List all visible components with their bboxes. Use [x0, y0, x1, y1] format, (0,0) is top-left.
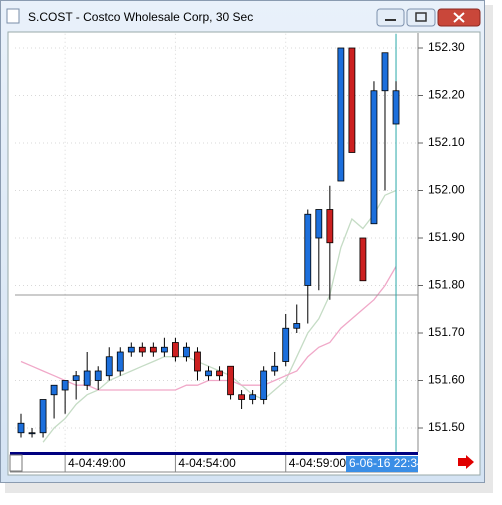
candle-body [138, 346, 146, 353]
y-tick-label: 151.80 [428, 278, 465, 292]
candle-body [205, 370, 212, 377]
candle-body [381, 52, 389, 92]
y-tick-label: 151.60 [428, 373, 465, 387]
plot: 151.50 151.60 151.70 151.80 151.90 152.00 152.… [15, 33, 465, 472]
candle-body [337, 47, 345, 182]
scroll-right-arrow[interactable] [458, 455, 474, 469]
y-tick-label: 152.00 [428, 183, 465, 197]
candle-body [72, 375, 80, 381]
candle-body [172, 342, 179, 358]
window-icon[interactable] [6, 8, 20, 24]
minimize-button[interactable] [376, 8, 405, 27]
candle-body [326, 209, 334, 244]
candle-body [315, 209, 323, 239]
candle-body [149, 346, 157, 353]
candle-body [392, 90, 400, 125]
x-tick-label: 4-04:59:00 [289, 456, 347, 470]
candle-body [160, 346, 168, 353]
candle-body [249, 394, 257, 400]
crosshair-label: 6-06-16 22:34:00 [349, 456, 441, 470]
y-tick-label: 151.50 [428, 420, 465, 434]
candle-body [348, 47, 356, 153]
scroll-box[interactable] [9, 454, 23, 472]
candle-body [116, 351, 124, 372]
chart-panel [7, 31, 481, 476]
candle-body [94, 370, 102, 381]
candle-body [293, 323, 301, 329]
candle-body [271, 365, 279, 372]
candle-body [359, 237, 367, 282]
y-tick-label: 152.30 [428, 40, 465, 54]
y-tick-label: 152.20 [428, 88, 465, 102]
candle-body [227, 365, 234, 396]
candle-body [83, 370, 91, 386]
candle-body [304, 213, 312, 286]
candle-body [183, 346, 190, 358]
crosshair-label-bg [346, 456, 418, 472]
candle-body [260, 370, 268, 400]
candle-body [194, 351, 201, 372]
candle-body [238, 394, 246, 400]
x-tick-label: 4-04:49:00 [68, 456, 126, 470]
x-tick-label: 4-04:54:00 [178, 456, 236, 470]
candle-body [17, 422, 25, 434]
maximize-button[interactable] [406, 8, 436, 27]
candle-body [127, 346, 135, 353]
candle-body [61, 380, 69, 391]
candle-body [282, 327, 290, 362]
candle-body [216, 370, 223, 377]
candle-body [370, 90, 378, 225]
candle-body [28, 432, 36, 435]
candle-body [39, 399, 47, 434]
y-tick-label: 151.90 [428, 230, 465, 244]
scrollbar[interactable] [10, 452, 418, 455]
candle-body [105, 356, 113, 377]
candle-body [50, 384, 58, 396]
y-tick-label: 151.70 [428, 325, 465, 339]
window-title: S.COST - Costco Wholesale Corp, 30 Sec [28, 10, 253, 24]
y-tick-label: 152.10 [428, 135, 465, 149]
